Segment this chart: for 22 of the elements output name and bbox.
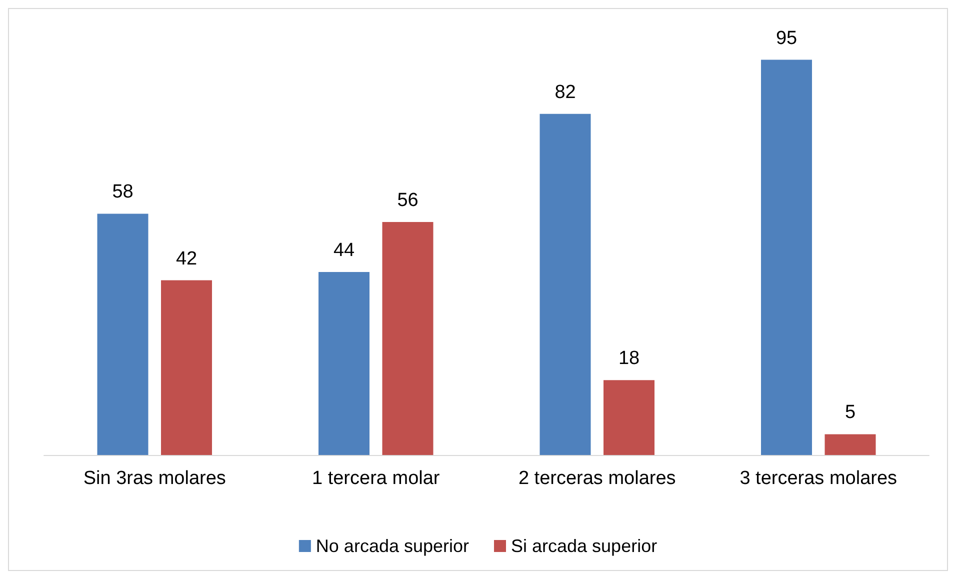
x-tick-label: 2 terceras molares [518,468,676,489]
data-label: 82 [554,82,576,103]
legend-label: Si arcada superior [511,536,658,556]
legend-label: No arcada superior [316,536,470,556]
data-label: 5 [844,402,856,424]
data-label: 44 [333,240,355,261]
x-tick-label: Sin 3ras molares [83,468,226,489]
data-label: 95 [776,28,798,49]
x-tick-label: 1 tercera molar [312,468,440,489]
bar [97,214,148,455]
bar [604,380,654,455]
bar [318,272,370,455]
bar [382,222,434,455]
data-label: 18 [618,348,640,370]
bar [824,434,876,455]
bar [161,280,212,455]
bar [540,114,591,455]
data-label: 42 [176,248,198,270]
data-label: 56 [397,190,418,212]
bar [761,60,812,455]
data-label: 58 [112,182,134,203]
x-tick-label: 3 terceras molares [740,468,898,489]
